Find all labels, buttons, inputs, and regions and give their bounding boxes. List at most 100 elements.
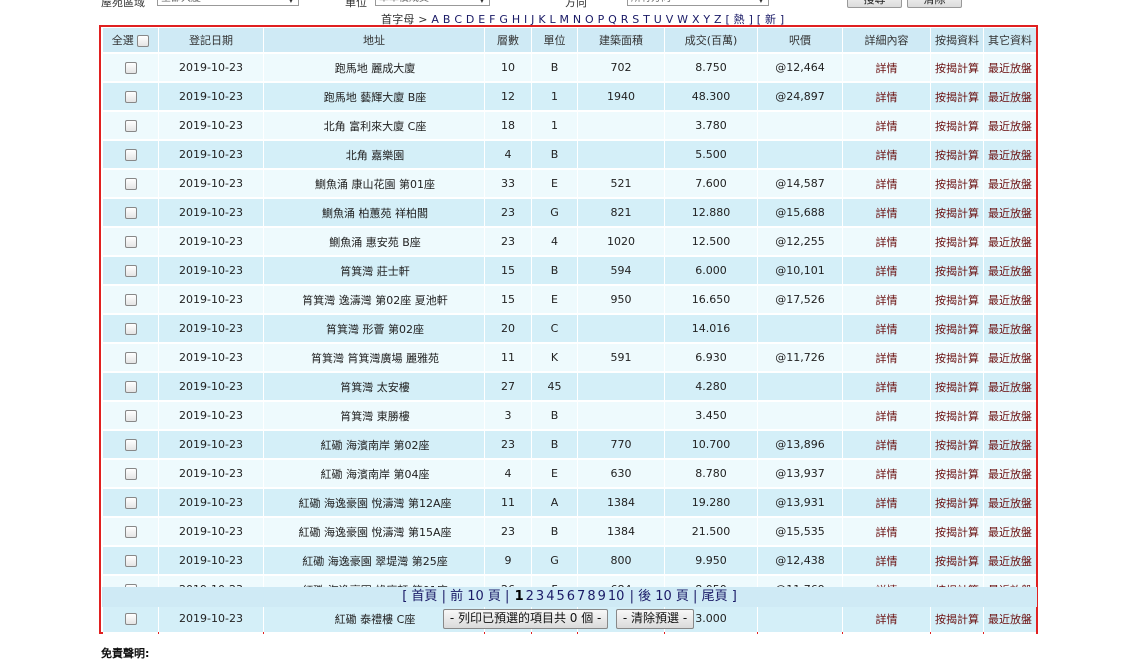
detail-link[interactable]: 詳情 [875,554,898,568]
row-checkbox[interactable] [124,265,137,277]
recent-listings-link[interactable]: 最近放盤 [988,61,1032,75]
letter-link[interactable]: X [691,13,700,26]
detail-link[interactable]: 詳情 [875,264,898,278]
row-checkbox[interactable] [124,149,137,161]
page-number-link[interactable]: 4 [546,589,555,604]
row-checkbox[interactable] [124,62,137,74]
recent-listings-link[interactable]: 最近放盤 [988,438,1032,452]
address-header[interactable]: 地址 [264,28,484,54]
letter-link[interactable]: T [643,13,651,26]
row-checkbox[interactable] [124,178,137,190]
page-number-link[interactable]: 8 [587,589,596,604]
page-number-link[interactable]: 9 [597,589,606,604]
detail-link[interactable]: 詳情 [875,235,898,249]
district-select[interactable]: 全部大廈 ▼ [157,0,299,6]
recent-listings-link[interactable]: 最近放盤 [988,177,1032,191]
mortgage-calc-link[interactable]: 按揭計算 [935,61,979,75]
mortgage-calc-link[interactable]: 按揭計算 [935,351,979,365]
row-checkbox[interactable] [124,352,137,364]
letter-link[interactable]: C [454,13,463,26]
letter-link[interactable]: V [665,13,674,26]
detail-link[interactable]: 詳情 [875,380,898,394]
mortgage-calc-link[interactable]: 按揭計算 [935,525,979,539]
letter-link[interactable]: I [524,13,528,26]
letter-link[interactable]: S [632,13,640,26]
detail-link[interactable]: 詳情 [875,206,898,220]
letter-link[interactable]: D [465,13,475,26]
hot-link[interactable]: [ 熱 ] [725,13,754,26]
clear-selection-button[interactable]: - 清除預選 - [615,609,695,629]
detail-link[interactable]: 詳情 [875,525,898,539]
detail-link[interactable]: 詳情 [875,148,898,162]
print-selected-button[interactable]: - 列印已預選的項目共 0 個 - [442,609,609,629]
letter-link[interactable]: K [538,13,546,26]
mortgage-calc-link[interactable]: 按揭計算 [935,148,979,162]
unit-header[interactable]: 單位 [532,28,577,54]
detail-link[interactable]: 詳情 [875,467,898,481]
recent-listings-link[interactable]: 最近放盤 [988,90,1032,104]
page-number-link[interactable]: 3 [535,589,545,604]
row-checkbox[interactable] [124,294,137,306]
recent-listings-link[interactable]: 最近放盤 [988,467,1032,481]
type-select[interactable]: 單單價成交 ▼ [375,0,490,6]
last-page-link[interactable]: 尾頁 ] [701,589,737,604]
clear-button[interactable]: 清除 [907,0,962,8]
row-checkbox[interactable] [124,120,137,132]
detail-link[interactable]: 詳情 [875,612,898,626]
mortgage-calc-link[interactable]: 按揭計算 [935,119,979,133]
recent-listings-link[interactable]: 最近放盤 [988,293,1032,307]
row-checkbox[interactable] [124,439,137,451]
mortgage-calc-link[interactable]: 按揭計算 [935,264,979,278]
psf-header[interactable]: 呎價 [758,28,842,54]
prev-10-pages-link[interactable]: 前 10 頁 [450,589,501,604]
row-checkbox[interactable] [124,207,137,219]
detail-link[interactable]: 詳情 [875,119,898,133]
letter-link[interactable]: L [549,13,556,26]
recent-listings-link[interactable]: 最近放盤 [988,409,1032,423]
letter-link[interactable]: R [620,13,629,26]
mortgage-calc-link[interactable]: 按揭計算 [935,467,979,481]
letter-link[interactable]: M [559,13,570,26]
detail-link[interactable]: 詳情 [875,496,898,510]
mortgage-calc-link[interactable]: 按揭計算 [935,409,979,423]
recent-listings-link[interactable]: 最近放盤 [988,351,1032,365]
page-number-link[interactable]: 10 [607,589,625,604]
row-checkbox[interactable] [124,410,137,422]
row-checkbox[interactable] [124,468,137,480]
mortgage-calc-link[interactable]: 按揭計算 [935,438,979,452]
new-link[interactable]: [ 新 ] [756,13,785,26]
row-checkbox[interactable] [124,526,137,538]
mortgage-calc-link[interactable]: 按揭計算 [935,612,979,626]
floor-header[interactable]: 層數 [485,28,531,54]
letter-link[interactable]: H [511,13,521,26]
recent-listings-link[interactable]: 最近放盤 [988,496,1032,510]
recent-listings-link[interactable]: 最近放盤 [988,148,1032,162]
area-header[interactable]: 建築面積 [578,28,664,54]
row-checkbox[interactable] [124,613,137,625]
search-button[interactable]: 搜尋 [847,0,902,8]
detail-link[interactable]: 詳情 [875,438,898,452]
mortgage-calc-link[interactable]: 按揭計算 [935,235,979,249]
recent-listings-link[interactable]: 最近放盤 [988,235,1032,249]
recent-listings-link[interactable]: 最近放盤 [988,554,1032,568]
letter-link[interactable]: Q [608,13,617,26]
mortgage-calc-link[interactable]: 按揭計算 [935,293,979,307]
row-checkbox[interactable] [124,323,137,335]
letter-link[interactable]: B [442,13,451,26]
date-header[interactable]: 登記日期 [159,28,263,54]
mortgage-calc-link[interactable]: 按揭計算 [935,90,979,104]
next-10-pages-link[interactable]: 後 10 頁 [638,589,689,604]
sort-select[interactable]: 所有方向 ▼ [627,0,769,6]
select-all-checkbox[interactable] [137,35,150,47]
first-page-link[interactable]: [ 首頁 [402,589,438,604]
row-checkbox[interactable] [124,91,137,103]
letter-link[interactable]: Y [703,13,711,26]
recent-listings-link[interactable]: 最近放盤 [988,612,1032,626]
letter-link[interactable]: G [499,13,509,26]
detail-link[interactable]: 詳情 [875,177,898,191]
row-checkbox[interactable] [124,381,137,393]
page-number-link[interactable]: 7 [577,589,586,604]
recent-listings-link[interactable]: 最近放盤 [988,380,1032,394]
letter-link[interactable]: E [478,13,486,26]
detail-link[interactable]: 詳情 [875,351,898,365]
